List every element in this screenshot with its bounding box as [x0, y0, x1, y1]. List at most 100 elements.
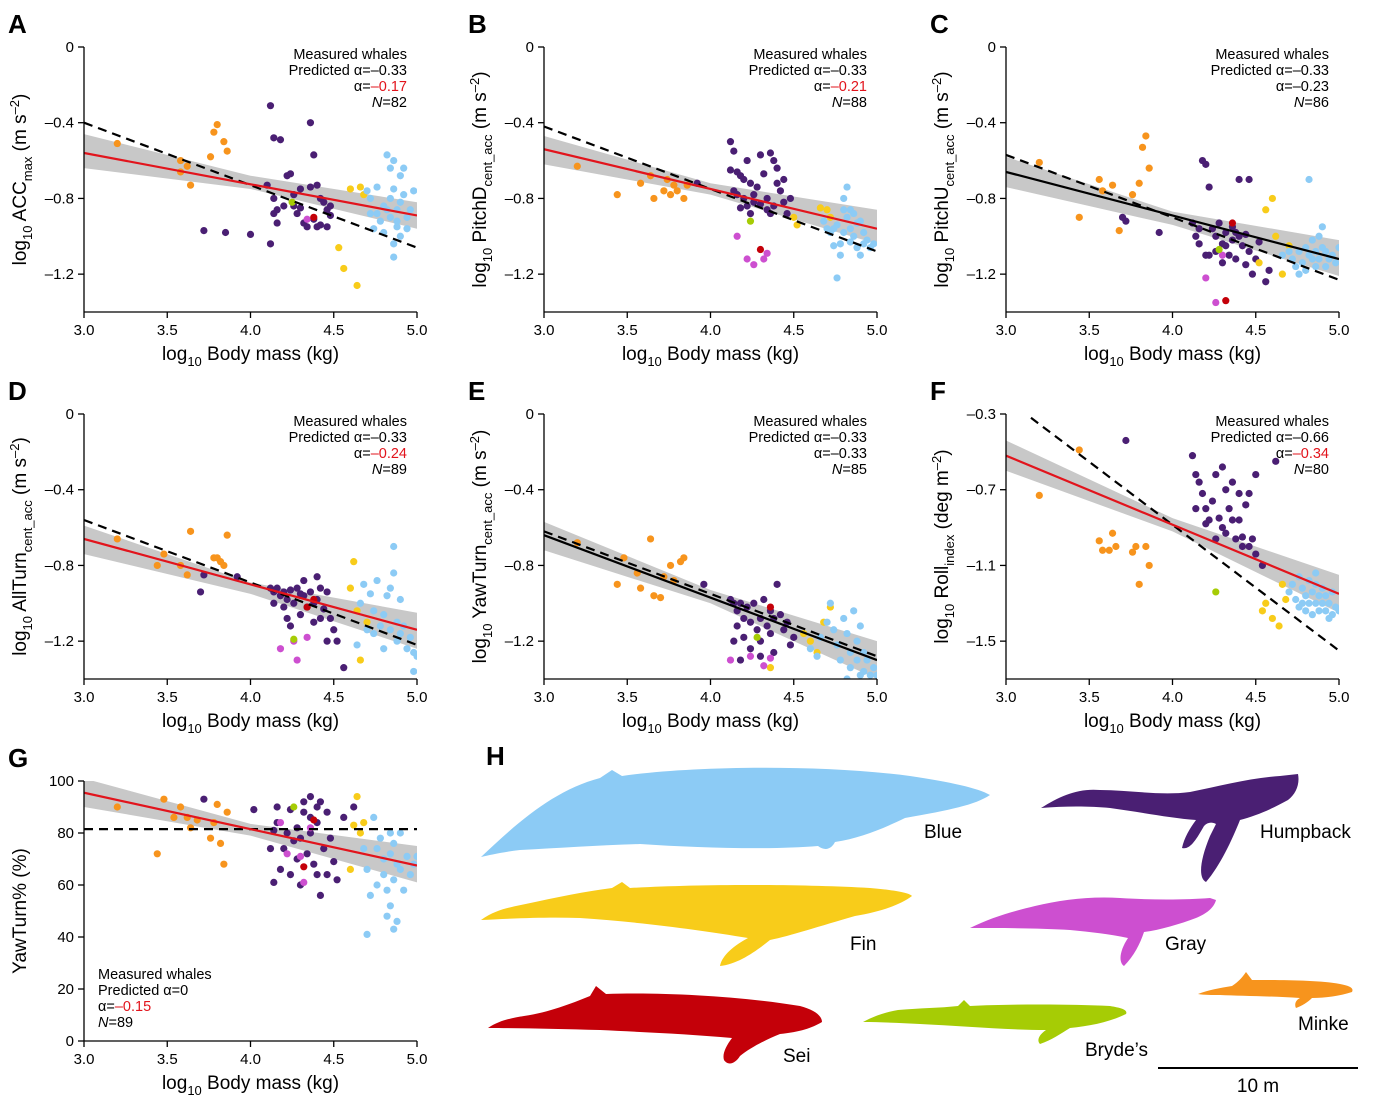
x-tick-label: 4.0 [240, 1051, 261, 1068]
x-axis-label: log10 Body mass (kg) [1084, 711, 1261, 736]
point-blue [386, 626, 394, 634]
point-humpback [316, 614, 325, 623]
y-axis-label: log10 PitchDcent_acc (m s–2) [467, 71, 495, 287]
point-humpback [1262, 278, 1270, 286]
point-blue [396, 172, 404, 180]
point-humpback [1245, 489, 1253, 498]
point-humpback [753, 183, 761, 191]
label-brydes: Bryde’s [1085, 1040, 1148, 1061]
point-humpback [1205, 516, 1213, 524]
point-humpback [296, 590, 305, 598]
point-humpback [730, 637, 738, 645]
point-minke [1115, 227, 1123, 235]
point-minke [216, 839, 225, 848]
point-blue [373, 881, 381, 889]
legend-line: Predicted α=–0.33 [1211, 63, 1329, 79]
point-humpback [323, 588, 331, 596]
x-tick-label: 4.5 [323, 1051, 344, 1068]
x-axis-label: log10 Body mass (kg) [622, 344, 799, 369]
point-minke [613, 580, 621, 588]
point-humpback [276, 865, 285, 874]
x-tick-label: 3.0 [996, 689, 1017, 706]
point-humpback [1192, 232, 1200, 240]
point-blue [870, 664, 877, 672]
point-gray [763, 249, 771, 257]
point-minke [670, 181, 678, 189]
plot-area [84, 781, 417, 939]
point-blue [860, 228, 868, 237]
x-tick-label: 4.0 [700, 322, 721, 339]
humpback-whale-silhouette [1041, 774, 1299, 882]
point-fin [1268, 614, 1276, 623]
y-tick-label: 80 [57, 825, 74, 842]
x-tick-label: 4.5 [323, 689, 344, 706]
point-humpback [310, 860, 318, 868]
point-blue [863, 656, 871, 664]
point-humpback [350, 803, 358, 811]
point-humpback [323, 223, 331, 231]
panel-a: 3.0 3.5 4.0 4.5 5.0 0 –0.4 –0.8 –1.2 log10 Body m… [7, 9, 427, 369]
point-blue [386, 850, 394, 858]
point-gray [750, 261, 758, 269]
panel-letter-g: G [8, 743, 28, 773]
point-humpback [726, 138, 735, 146]
point-blue [873, 671, 877, 679]
point-minke [650, 592, 658, 600]
point-humpback [1245, 542, 1253, 551]
confidence-band [84, 781, 417, 883]
point-humpback [300, 576, 308, 585]
point-blue [373, 845, 381, 853]
point-fin [823, 206, 831, 214]
point-blue [830, 242, 838, 250]
point-minke [220, 138, 228, 146]
point-humpback [1232, 255, 1240, 263]
x-tick-label: 3.5 [1079, 322, 1100, 339]
point-humpback [1228, 478, 1237, 486]
point-minke [660, 187, 668, 195]
point-humpback [773, 179, 781, 187]
x-tick-label: 4.0 [1162, 322, 1183, 339]
point-gray [743, 255, 751, 263]
point-minke [646, 535, 655, 543]
point-humpback [266, 240, 275, 248]
point-minke [1108, 181, 1117, 189]
point-humpback [1252, 470, 1260, 479]
point-blue [406, 206, 414, 214]
point-humpback [340, 664, 348, 672]
point-humpback [1242, 261, 1250, 269]
y-tick-label: –1.1 [967, 557, 996, 574]
point-humpback [730, 187, 738, 195]
point-gray [306, 824, 315, 832]
point-blue [410, 667, 417, 676]
point-humpback [316, 798, 325, 806]
point-minke [183, 571, 191, 579]
point-humpback [780, 626, 788, 634]
x-tick-label: 5.0 [867, 322, 888, 339]
point-humpback [743, 156, 751, 165]
point-minke [636, 584, 645, 592]
y-tick-label: –0.8 [45, 190, 74, 207]
point-humpback [1232, 535, 1240, 543]
legend-line: N=82 [372, 95, 407, 111]
point-blue [846, 225, 854, 233]
legend-line: Measured whales [753, 414, 867, 430]
point-blue [406, 871, 414, 879]
fit-line [1006, 454, 1339, 595]
point-fin [350, 821, 358, 829]
point-blue [396, 198, 404, 206]
panel-h-silhouettes: H Blue Humpback Fin Gray Sei Bryde’s Min… [481, 741, 1358, 1097]
point-minke [183, 162, 191, 170]
point-humpback [270, 599, 278, 607]
point-minke [1145, 164, 1153, 172]
point-minke [1135, 580, 1143, 588]
x-tick-label: 3.5 [617, 689, 638, 706]
x-tick-label: 3.5 [157, 322, 178, 339]
point-blue [396, 829, 404, 837]
x-tick-label: 4.0 [240, 689, 261, 706]
point-minke [113, 803, 121, 811]
point-humpback [1195, 225, 1203, 233]
point-humpback [1202, 160, 1210, 168]
point-humpback [320, 845, 328, 853]
point-fin [353, 793, 361, 801]
